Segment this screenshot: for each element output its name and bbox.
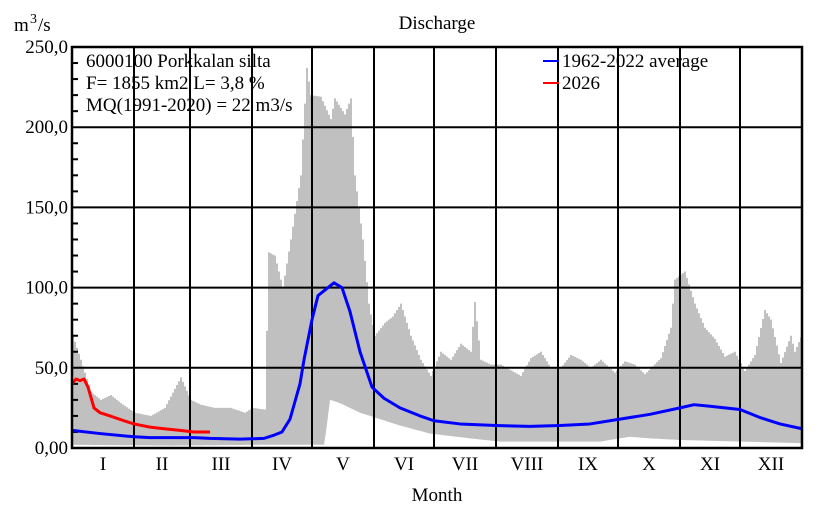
y-tick-label: 150,0 <box>25 197 68 218</box>
station-name: 6000100 Porkkalan silta <box>86 51 271 72</box>
legend-label-average: 1962-2022 average <box>562 51 708 72</box>
x-tick-label-month: XII <box>758 454 784 475</box>
x-tick-label-month: VII <box>452 454 478 475</box>
x-tick-label-month: IV <box>272 454 292 475</box>
legend: 1962-2022 average 2026 <box>543 51 708 94</box>
y-unit-rest: /s <box>38 15 51 36</box>
catchment-area: F= 1855 km2 L= 3,8 % <box>86 73 265 94</box>
x-tick-label-month: III <box>212 454 231 475</box>
chart-title: Discharge <box>399 13 476 34</box>
min-max-range-band <box>72 67 802 446</box>
x-tick-label-month: XI <box>700 454 720 475</box>
y-tick-label: 250,0 <box>25 37 68 58</box>
x-tick-label-month: X <box>642 454 656 475</box>
y-unit-sup: 3 <box>30 12 37 27</box>
y-unit-base: m <box>14 15 29 36</box>
info-box: 6000100 Porkkalan silta F= 1855 km2 L= 3… <box>86 51 293 116</box>
x-axis-label: Month <box>412 485 463 506</box>
x-tick-label-month: VI <box>394 454 414 475</box>
plot-frame <box>70 45 804 450</box>
x-tick-label-month: IX <box>578 454 598 475</box>
x-tick-label-month: VIII <box>511 454 544 475</box>
x-tick-label-month: V <box>336 454 350 475</box>
mean-discharge: MQ(1991-2020) = 22 m3/s <box>86 95 293 116</box>
x-tick-label-month: II <box>156 454 169 475</box>
y-tick-label: 50,0 <box>35 358 68 379</box>
average-line <box>71 281 803 441</box>
y-tick-label: 0,00 <box>35 438 68 459</box>
x-tick-label-month: I <box>100 454 106 475</box>
y-tick-label: 100,0 <box>25 278 68 299</box>
legend-label-2026: 2026 <box>562 73 600 94</box>
y-tick-label: 200,0 <box>25 117 68 138</box>
current-year-line <box>70 377 210 434</box>
